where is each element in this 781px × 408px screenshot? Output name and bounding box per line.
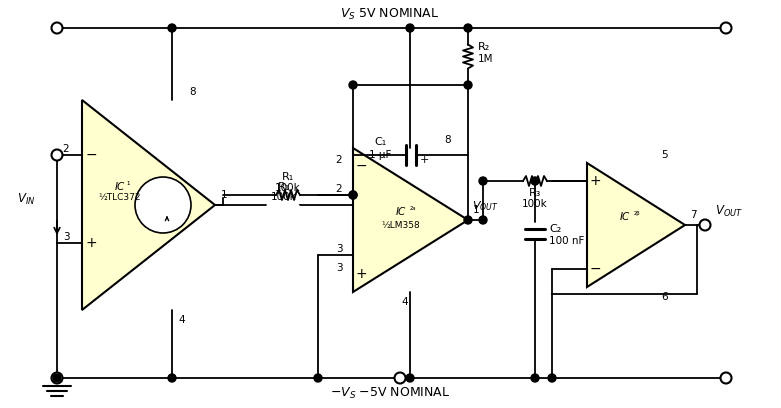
- Text: $V_S$ 5V NOMINAL: $V_S$ 5V NOMINAL: [341, 7, 440, 22]
- Circle shape: [548, 374, 556, 382]
- Circle shape: [52, 149, 62, 160]
- Circle shape: [700, 220, 711, 231]
- Text: ₁: ₁: [126, 178, 130, 187]
- Text: 4: 4: [179, 315, 185, 325]
- Text: 1M: 1M: [478, 53, 494, 64]
- Text: C₁: C₁: [374, 137, 387, 147]
- Circle shape: [349, 81, 357, 89]
- Text: 3: 3: [62, 232, 70, 242]
- Circle shape: [406, 374, 414, 382]
- Circle shape: [314, 374, 322, 382]
- Circle shape: [168, 24, 176, 32]
- Text: 4: 4: [401, 297, 408, 307]
- Circle shape: [53, 374, 61, 382]
- Text: 100k: 100k: [275, 183, 301, 193]
- Circle shape: [349, 191, 357, 199]
- Circle shape: [349, 191, 357, 199]
- Circle shape: [479, 177, 487, 185]
- Text: R₃: R₃: [529, 188, 541, 198]
- Text: 3: 3: [336, 244, 342, 254]
- Polygon shape: [353, 148, 468, 292]
- Circle shape: [721, 373, 732, 384]
- Text: 100 nF: 100 nF: [549, 236, 584, 246]
- Text: 7: 7: [690, 210, 697, 220]
- Text: −: −: [589, 262, 601, 276]
- Text: $V_{IN}$: $V_{IN}$: [16, 191, 35, 206]
- Circle shape: [464, 81, 472, 89]
- Circle shape: [464, 216, 472, 224]
- Text: 2: 2: [62, 144, 70, 154]
- Text: R₁: R₁: [282, 172, 294, 182]
- Polygon shape: [82, 100, 215, 310]
- Text: ₂ᵦ: ₂ᵦ: [634, 208, 640, 217]
- Text: 100k: 100k: [271, 192, 297, 202]
- Circle shape: [479, 216, 487, 224]
- Text: C₂: C₂: [549, 224, 562, 234]
- Text: +: +: [420, 155, 430, 165]
- Text: +: +: [85, 236, 97, 250]
- Text: 1: 1: [221, 190, 227, 200]
- Circle shape: [721, 22, 732, 33]
- Text: 8: 8: [444, 135, 451, 145]
- Text: 1: 1: [473, 205, 480, 215]
- Text: IC: IC: [396, 207, 406, 217]
- Text: −: −: [355, 159, 367, 173]
- Text: 8: 8: [190, 87, 196, 97]
- Circle shape: [52, 373, 62, 384]
- Text: IC: IC: [115, 182, 125, 192]
- Polygon shape: [587, 163, 685, 287]
- Text: R₁: R₁: [278, 182, 290, 192]
- Text: IC: IC: [620, 212, 630, 222]
- Text: 1 μF: 1 μF: [369, 150, 392, 160]
- Text: ½TLC372: ½TLC372: [98, 193, 141, 202]
- Circle shape: [531, 177, 539, 185]
- Text: 6: 6: [662, 292, 669, 302]
- Circle shape: [464, 24, 472, 32]
- Circle shape: [394, 373, 405, 384]
- Text: +: +: [589, 174, 601, 188]
- Text: +: +: [355, 267, 367, 281]
- Text: 3: 3: [336, 263, 342, 273]
- Text: $-V_S$ $-$5V NOMINAL: $-V_S$ $-$5V NOMINAL: [330, 386, 450, 401]
- Text: 5: 5: [662, 150, 669, 160]
- Circle shape: [531, 374, 539, 382]
- Text: 100k: 100k: [522, 199, 548, 209]
- Text: R₂: R₂: [478, 42, 490, 51]
- Text: 2: 2: [336, 155, 342, 165]
- Text: $V_{OUT}$: $V_{OUT}$: [472, 199, 498, 213]
- Text: ₂ₐ: ₂ₐ: [410, 203, 416, 212]
- Text: ½LM358: ½LM358: [382, 222, 420, 231]
- Text: −: −: [85, 148, 97, 162]
- Circle shape: [406, 24, 414, 32]
- Circle shape: [135, 177, 191, 233]
- Circle shape: [52, 22, 62, 33]
- Text: 2: 2: [336, 184, 342, 194]
- Circle shape: [168, 374, 176, 382]
- Text: $V_{OUT}$: $V_{OUT}$: [715, 204, 743, 219]
